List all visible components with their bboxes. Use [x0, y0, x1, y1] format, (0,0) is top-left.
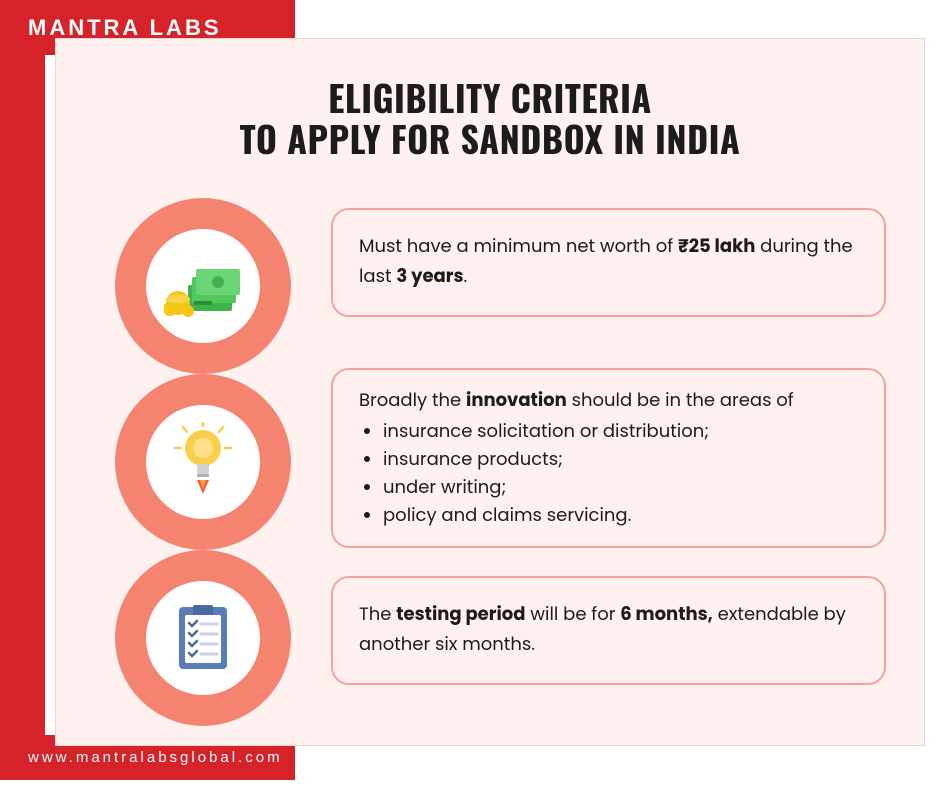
criteria-box-networth: Must have a minimum net worth of ₹25 lak… [331, 208, 886, 317]
content-area: Must have a minimum net worth of ₹25 lak… [91, 198, 889, 738]
list-item: under writing; [383, 474, 858, 502]
logo-text: MANTRA LABS [28, 15, 222, 41]
text: The [359, 602, 396, 627]
icon-circle-money [115, 198, 291, 374]
text: will be for [530, 602, 620, 627]
title-line-2: TO APPLY FOR SANDBOX IN INDIA [91, 118, 889, 159]
icon-circle-idea [115, 374, 291, 550]
footer-url: www.mantralabsglobal.com [28, 749, 283, 766]
criteria-box-innovation: Broadly the innovation should be in the … [331, 368, 886, 548]
idea-icon [173, 422, 233, 502]
bold: ₹25 lakh [678, 234, 755, 259]
list-item: insurance products; [383, 446, 858, 474]
bold: 6 months, [620, 602, 713, 627]
icon-inner [146, 581, 260, 695]
bold: 3 years [396, 264, 463, 289]
checklist-icon [175, 603, 231, 673]
bold: innovation [466, 388, 567, 413]
criteria-box-testing: The testing period will be for 6 months,… [331, 576, 886, 685]
list-item: policy and claims servicing. [383, 502, 858, 530]
page-title: ELIGIBILITY CRITERIA TO APPLY FOR SANDBO… [91, 77, 889, 160]
money-icon [164, 255, 242, 317]
icon-inner [146, 405, 260, 519]
text: Must have a minimum net worth of [359, 234, 678, 259]
sidebar-stripe [0, 55, 45, 735]
main-card: ELIGIBILITY CRITERIA TO APPLY FOR SANDBO… [55, 38, 925, 746]
icon-circle-checklist [115, 550, 291, 726]
text: should be in the areas of [567, 388, 794, 413]
list-item: insurance solicitation or distribution; [383, 418, 858, 446]
text: Broadly the [359, 388, 466, 413]
icon-inner [146, 229, 260, 343]
text: . [464, 264, 468, 289]
bullet-list: insurance solicitation or distribution; … [383, 418, 858, 530]
bold: testing period [396, 602, 525, 627]
